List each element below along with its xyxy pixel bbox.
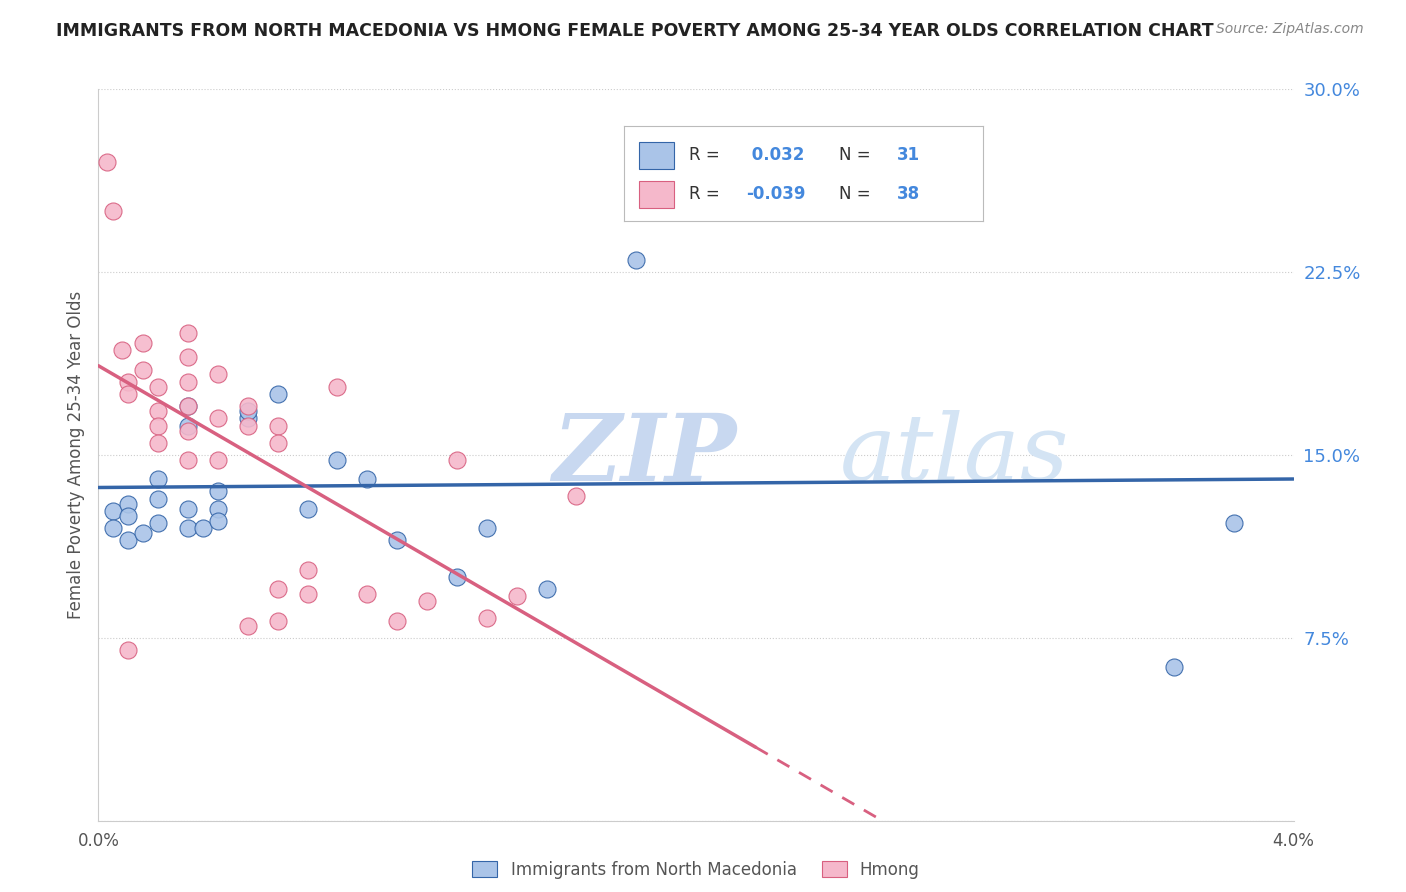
Point	[117, 497, 139, 511]
Legend: Immigrants from North Macedonia, Hmong: Immigrants from North Macedonia, Hmong	[465, 855, 927, 886]
Text: Source: ZipAtlas.com: Source: ZipAtlas.com	[1216, 22, 1364, 37]
Point	[446, 452, 468, 467]
Point	[1163, 660, 1185, 674]
Point	[132, 525, 155, 540]
Point	[326, 379, 349, 393]
Point	[177, 399, 200, 413]
Point	[148, 435, 170, 450]
Point	[267, 387, 290, 401]
Point	[475, 611, 498, 625]
Point	[117, 387, 139, 401]
Point	[132, 362, 155, 376]
Text: ZIP: ZIP	[553, 410, 737, 500]
Point	[297, 587, 319, 601]
Point	[267, 614, 290, 628]
Point	[236, 411, 259, 425]
Point	[103, 521, 125, 535]
Point	[96, 155, 118, 169]
Point	[177, 501, 200, 516]
Point	[745, 148, 768, 162]
Point	[506, 590, 529, 604]
Point	[177, 418, 200, 433]
Point	[132, 335, 155, 350]
Text: atlas: atlas	[839, 410, 1069, 500]
Point	[207, 411, 229, 425]
Y-axis label: Female Poverty Among 25-34 Year Olds: Female Poverty Among 25-34 Year Olds	[66, 291, 84, 619]
Point	[117, 643, 139, 657]
Point	[446, 570, 468, 584]
Point	[565, 489, 588, 503]
Point	[103, 204, 125, 219]
Point	[177, 399, 200, 413]
Point	[177, 351, 200, 365]
Point	[117, 375, 139, 389]
Point	[148, 418, 170, 433]
Point	[236, 399, 259, 413]
Point	[385, 533, 409, 548]
Point	[1222, 516, 1246, 531]
Point	[191, 521, 214, 535]
Point	[207, 368, 229, 382]
Point	[177, 452, 200, 467]
Point	[624, 252, 647, 267]
Point	[117, 508, 139, 523]
Point	[385, 614, 409, 628]
Point	[236, 618, 259, 632]
Point	[416, 594, 439, 608]
Point	[267, 582, 290, 596]
Text: IMMIGRANTS FROM NORTH MACEDONIA VS HMONG FEMALE POVERTY AMONG 25-34 YEAR OLDS CO: IMMIGRANTS FROM NORTH MACEDONIA VS HMONG…	[56, 22, 1213, 40]
Point	[236, 404, 259, 418]
Point	[148, 404, 170, 418]
Point	[326, 452, 349, 467]
Point	[103, 504, 125, 518]
Point	[207, 484, 229, 499]
Point	[148, 516, 170, 531]
Point	[236, 418, 259, 433]
Point	[297, 501, 319, 516]
Point	[207, 514, 229, 528]
Point	[111, 343, 134, 357]
Point	[117, 533, 139, 548]
Point	[207, 452, 229, 467]
Point	[356, 472, 378, 486]
Point	[177, 326, 200, 340]
Point	[356, 587, 378, 601]
Point	[297, 562, 319, 576]
Point	[207, 501, 229, 516]
Point	[267, 418, 290, 433]
Point	[475, 521, 498, 535]
Point	[177, 424, 200, 438]
Point	[177, 521, 200, 535]
Point	[536, 582, 558, 596]
Point	[177, 375, 200, 389]
Point	[148, 472, 170, 486]
Point	[148, 491, 170, 506]
Point	[148, 379, 170, 393]
Point	[267, 435, 290, 450]
